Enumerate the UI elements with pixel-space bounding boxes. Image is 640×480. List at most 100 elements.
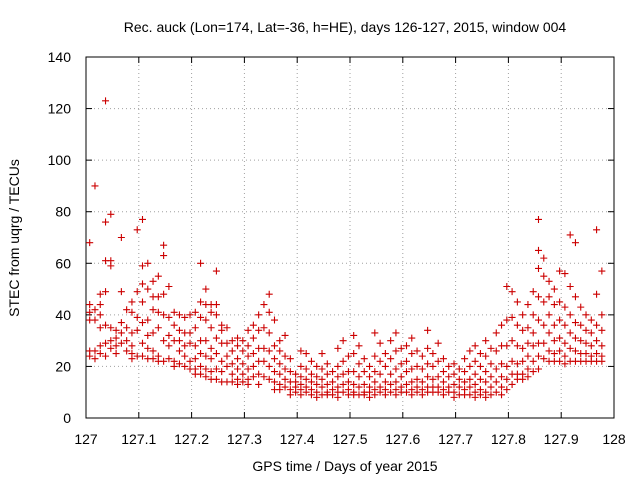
data-point (138, 339, 146, 347)
data-point (191, 355, 199, 363)
data-point (350, 331, 358, 339)
data-point (212, 365, 220, 373)
data-point (566, 329, 574, 337)
data-point (571, 239, 579, 247)
data-point (244, 380, 252, 388)
data-point (202, 285, 210, 293)
data-point (434, 357, 442, 365)
data-point (476, 362, 484, 370)
data-point (434, 388, 442, 396)
data-point (387, 355, 395, 363)
data-point (582, 350, 590, 358)
data-point (360, 391, 368, 399)
data-point (297, 391, 305, 399)
data-point (181, 313, 189, 321)
data-point (144, 259, 152, 267)
data-point (508, 380, 516, 388)
data-point (392, 378, 400, 386)
data-point (397, 373, 405, 381)
data-point (302, 388, 310, 396)
data-point (524, 365, 532, 373)
data-point (186, 357, 194, 365)
data-point (234, 355, 242, 363)
data-point (165, 282, 173, 290)
y-tick-label: 120 (48, 101, 72, 117)
data-point (550, 285, 558, 293)
data-point (175, 311, 183, 319)
data-point (91, 182, 99, 190)
data-point (376, 388, 384, 396)
data-point (323, 380, 331, 388)
data-point (86, 239, 94, 247)
data-point (123, 347, 131, 355)
data-point (207, 355, 215, 363)
data-point (218, 368, 226, 376)
data-point (313, 373, 321, 381)
data-point (593, 290, 601, 298)
data-point (149, 277, 157, 285)
data-point (181, 362, 189, 370)
data-point (513, 321, 521, 329)
data-point (197, 259, 205, 267)
data-point (144, 344, 152, 352)
data-point (260, 324, 268, 332)
data-point (281, 383, 289, 391)
data-point (466, 375, 474, 383)
data-point (144, 285, 152, 293)
data-point (540, 355, 548, 363)
data-point (107, 262, 115, 270)
x-tick-labels: 127 127.1 127.2 127.3 127.4 127.5 127.6 127.7 12… (74, 431, 626, 447)
data-point (149, 329, 157, 337)
data-point (566, 231, 574, 239)
data-point (112, 350, 120, 358)
data-point (534, 352, 542, 360)
data-point (286, 355, 294, 363)
data-point (149, 306, 157, 314)
data-point (202, 365, 210, 373)
data-point (482, 378, 490, 386)
data-point (144, 331, 152, 339)
data-point (413, 388, 421, 396)
data-point (112, 342, 120, 350)
data-point (476, 375, 484, 383)
data-point (228, 337, 236, 345)
data-point (286, 391, 294, 399)
data-point (587, 316, 595, 324)
data-point (255, 311, 263, 319)
data-point (540, 339, 548, 347)
data-point (128, 298, 136, 306)
data-point (593, 321, 601, 329)
y-axis-label: STEC from uqrg / TECUs (6, 159, 22, 317)
data-point (149, 355, 157, 363)
data-point (387, 388, 395, 396)
data-point (461, 355, 469, 363)
data-point (307, 357, 315, 365)
data-point (165, 342, 173, 350)
data-point (424, 373, 432, 381)
data-point (112, 334, 120, 342)
data-point (355, 360, 363, 368)
x-tick-label: 127.4 (280, 431, 315, 447)
data-point (439, 355, 447, 363)
data-point (587, 329, 595, 337)
data-point (165, 355, 173, 363)
data-point (513, 298, 521, 306)
data-point (408, 378, 416, 386)
data-point (218, 326, 226, 334)
data-point (260, 344, 268, 352)
data-point (239, 378, 247, 386)
data-point (202, 352, 210, 360)
data-point (186, 339, 194, 347)
data-point (244, 342, 252, 350)
data-point (350, 380, 358, 388)
data-point (529, 342, 537, 350)
data-point (96, 311, 104, 319)
data-point (323, 360, 331, 368)
data-point (112, 326, 120, 334)
data-point (571, 293, 579, 301)
data-point (508, 288, 516, 296)
data-point (276, 360, 284, 368)
data-point (154, 308, 162, 316)
data-point (334, 362, 342, 370)
